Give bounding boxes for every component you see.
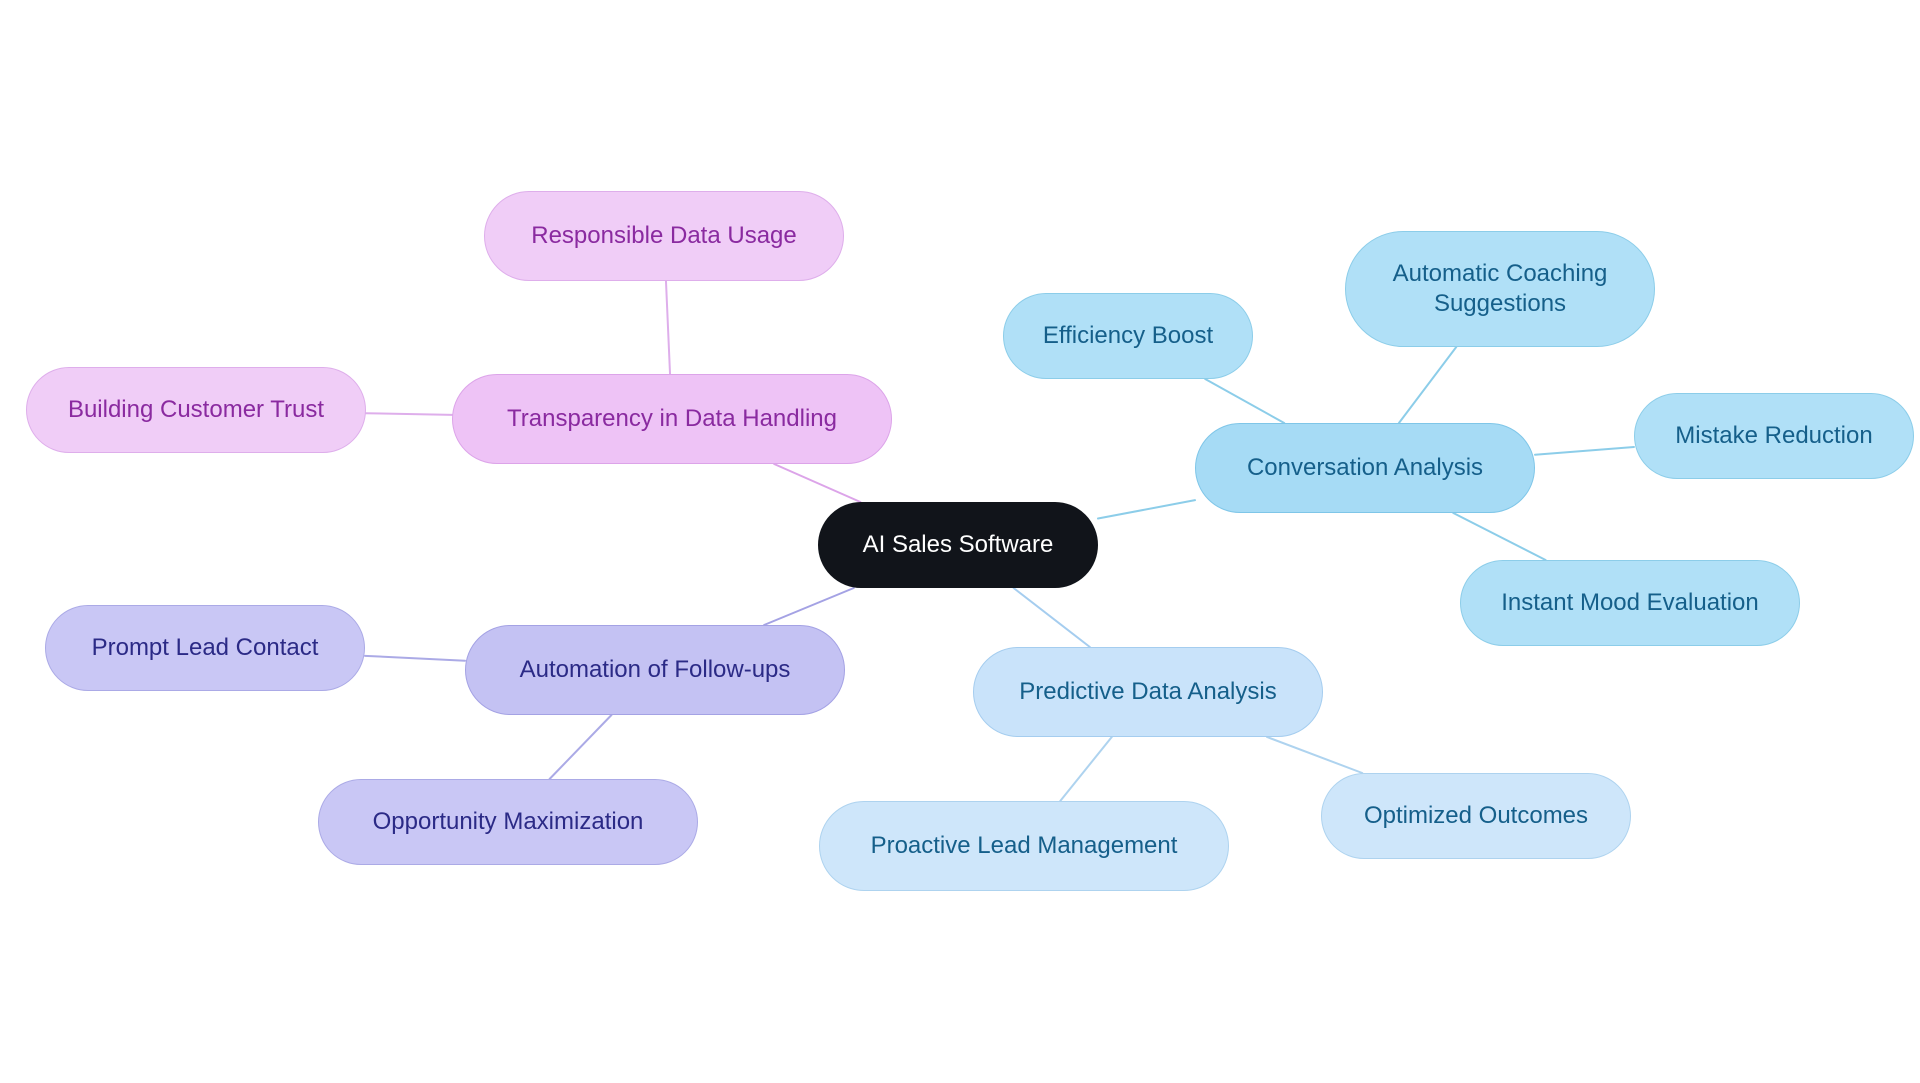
node-resp: Responsible Data Usage (484, 191, 844, 281)
edge-pred-opt (1267, 737, 1362, 773)
node-prompt: Prompt Lead Contact (45, 605, 365, 691)
edge-root-trans (774, 464, 860, 502)
node-conv: Conversation Analysis (1195, 423, 1535, 513)
node-coach: Automatic Coaching Suggestions (1345, 231, 1655, 347)
node-trust: Building Customer Trust (26, 367, 366, 453)
edge-auto-prompt (365, 656, 465, 661)
edge-root-pred (1014, 588, 1090, 647)
node-mistake: Mistake Reduction (1634, 393, 1914, 479)
node-root: AI Sales Software (818, 502, 1098, 588)
node-trans: Transparency in Data Handling (452, 374, 892, 464)
node-opt: Optimized Outcomes (1321, 773, 1631, 859)
node-auto: Automation of Follow-ups (465, 625, 845, 715)
edge-conv-eff (1205, 379, 1284, 423)
edge-auto-oppmax (550, 715, 612, 779)
edge-conv-mood (1453, 513, 1545, 560)
edge-trans-resp (666, 281, 670, 374)
node-mood: Instant Mood Evaluation (1460, 560, 1800, 646)
node-eff: Efficiency Boost (1003, 293, 1253, 379)
edge-root-conv (1098, 500, 1195, 518)
edge-trans-trust (366, 413, 452, 415)
node-oppmax: Opportunity Maximization (318, 779, 698, 865)
edge-root-auto (764, 588, 854, 625)
edge-conv-mistake (1535, 447, 1634, 455)
edge-pred-proact (1060, 737, 1112, 801)
mindmap-canvas: AI Sales Software Conversation Analysis Ef… (0, 0, 1920, 1083)
node-proact: Proactive Lead Management (819, 801, 1229, 891)
node-pred: Predictive Data Analysis (973, 647, 1323, 737)
edge-conv-coach (1399, 347, 1456, 423)
